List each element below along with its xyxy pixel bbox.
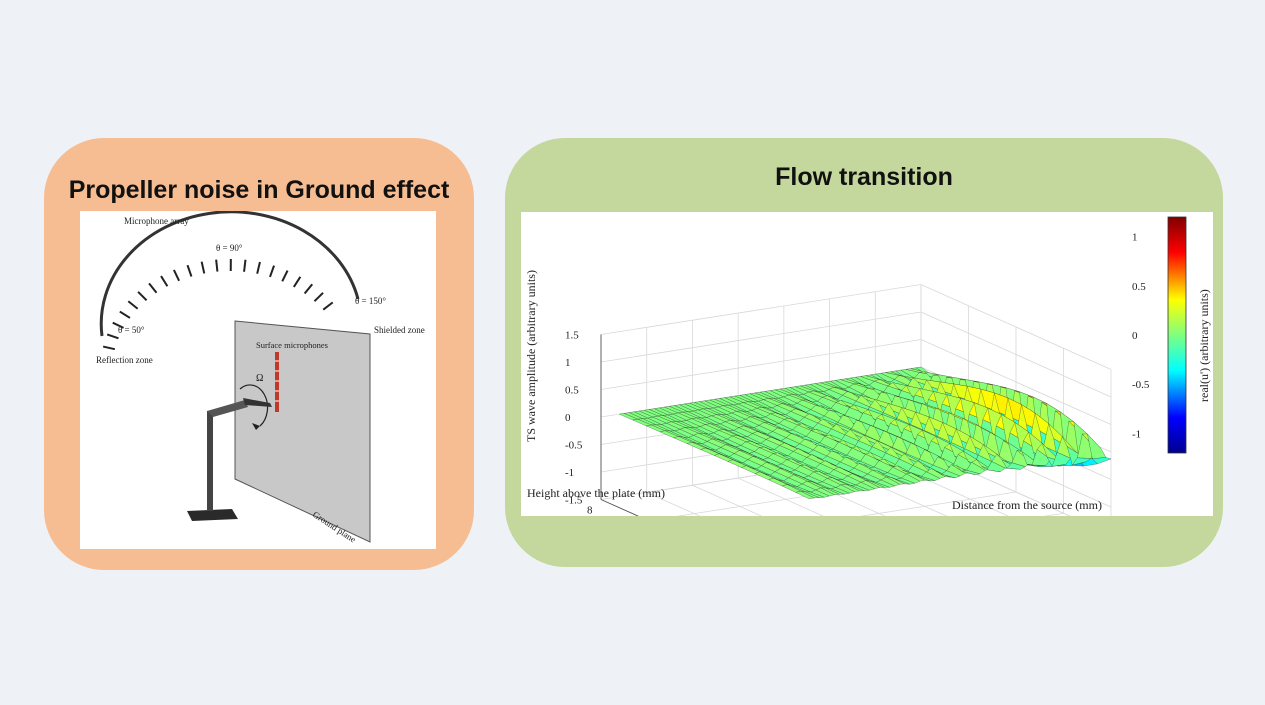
surface-mesh xyxy=(618,366,1112,500)
microphone-ticks xyxy=(102,258,334,351)
surface-microphone-column xyxy=(275,352,279,412)
colorbar xyxy=(1167,216,1187,454)
colorbar-tick-label: -0.5 xyxy=(1132,379,1150,391)
surface-microphones-label: Surface microphones xyxy=(256,340,328,350)
propeller-stand xyxy=(187,398,272,521)
colorbar-tick-labels: 1 0.5 0 -0.5 -1 xyxy=(1132,232,1150,441)
reflection-zone-label: Reflection zone xyxy=(96,355,153,365)
rotation-arrowhead-icon xyxy=(252,423,260,430)
x-axis-label: Distance from the source (mm) xyxy=(952,498,1102,512)
microphone-tick xyxy=(293,276,302,288)
colorbar-label: real(u') (arbitrary units) xyxy=(1197,289,1211,402)
surface-plot-svg: 1.510.50-0.5-1-1.5 86420 050100150200250… xyxy=(524,216,1211,517)
y-tick-labels: 86420 xyxy=(587,505,593,517)
y-axis-label: Height above the plate (mm) xyxy=(527,486,665,500)
microphone-tick xyxy=(243,259,247,272)
microphone-tick xyxy=(200,261,206,274)
microphone-tick xyxy=(281,270,289,282)
theta-150-label: θ = 150° xyxy=(355,296,386,306)
omega-label: Ω xyxy=(256,373,263,384)
z-tick-label: 1.5 xyxy=(565,330,579,342)
microphone-tick xyxy=(313,292,324,302)
microphone-tick xyxy=(322,301,334,311)
microphone-array-arc xyxy=(99,211,360,337)
theta-50-label: θ = 50° xyxy=(118,325,145,335)
z-tick-label: 1 xyxy=(565,357,571,369)
microphone-tick xyxy=(119,310,131,319)
microphone-tick xyxy=(269,265,275,278)
shielded-zone-label: Shielded zone xyxy=(374,325,425,335)
microphone-tick xyxy=(112,321,124,329)
left-card-title: Propeller noise in Ground effect xyxy=(68,176,450,204)
theta-90-label: θ = 90° xyxy=(216,243,243,253)
microphone-tick xyxy=(256,261,261,274)
rotation-arrow-icon xyxy=(239,384,269,427)
microphone-tick xyxy=(186,264,193,277)
z-tick-labels: 1.5 1 0.5 0 -0.5 -1 -1.5 xyxy=(565,330,583,507)
microphone-tick xyxy=(148,282,158,294)
y-tick-label: 8 xyxy=(587,505,593,517)
z-axis-label: TS wave amplitude (arbitrary units) xyxy=(524,270,538,442)
z-tick-label: -1 xyxy=(565,467,574,479)
colorbar-tick-label: 0 xyxy=(1132,330,1138,342)
microphone-tick xyxy=(173,269,180,282)
microphone-array-label: Microphone array xyxy=(124,216,189,226)
z-tick-label: 0 xyxy=(565,412,571,424)
colorbar-tick-label: -1 xyxy=(1132,428,1141,440)
propeller-diagram-svg: Microphone array θ = 90° θ = 150° θ = 50… xyxy=(96,211,425,545)
propeller-diagram: Microphone array θ = 90° θ = 150° θ = 50… xyxy=(80,211,436,549)
colorbar-tick-label: 0.5 xyxy=(1132,281,1146,293)
z-tick-label: 0.5 xyxy=(565,385,579,397)
ground-plane xyxy=(234,320,371,543)
microphone-tick xyxy=(137,291,148,301)
right-card-title: Flow transition xyxy=(775,163,953,191)
microphone-tick xyxy=(303,283,314,295)
microphone-tick xyxy=(160,275,169,287)
z-tick-label: -1.5 xyxy=(565,495,583,507)
microphone-tick xyxy=(106,333,119,340)
colorbar-tick-label: 1 xyxy=(1132,232,1138,244)
microphone-tick xyxy=(215,259,219,272)
microphone-tick xyxy=(127,300,139,310)
z-tick-label: -0.5 xyxy=(565,440,583,452)
microphone-tick xyxy=(102,345,116,351)
surface-cell xyxy=(1092,457,1112,465)
surface-plot: 1.510.50-0.5-1-1.5 86420 050100150200250… xyxy=(521,212,1213,516)
